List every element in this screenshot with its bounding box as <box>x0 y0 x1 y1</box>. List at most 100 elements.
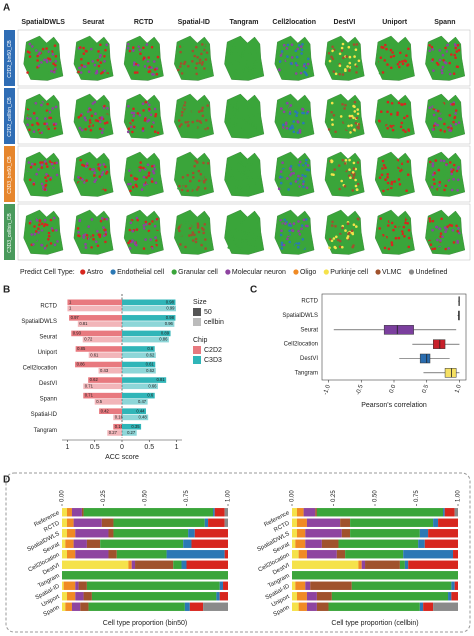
bar-segment <box>88 602 185 611</box>
panel-letter: C <box>250 285 257 296</box>
cell-dot <box>396 113 399 117</box>
cell-dot <box>85 50 88 53</box>
cell-dot <box>401 230 404 233</box>
cell-dot <box>349 71 353 75</box>
cell-dot <box>55 159 59 163</box>
cell-dot <box>279 181 283 185</box>
cell-dot <box>449 161 452 164</box>
cell-dot <box>154 236 157 239</box>
cell-dot <box>149 113 153 117</box>
cell-dot <box>386 186 389 189</box>
cell-dot <box>294 62 298 65</box>
cell-dot <box>28 128 31 132</box>
cell-dot <box>233 106 237 109</box>
cell-dot <box>330 55 333 59</box>
cell-dot <box>444 238 447 241</box>
cell-dot <box>153 224 157 228</box>
cell-dot <box>355 219 358 223</box>
cell-dot <box>84 174 88 177</box>
cell-dot <box>153 105 156 108</box>
cell-dot <box>82 183 85 187</box>
cell-dot <box>203 223 207 226</box>
cell-dot <box>390 221 394 225</box>
cell-dot <box>356 126 359 129</box>
cell-dot <box>137 164 140 167</box>
cell-dot <box>440 69 444 72</box>
cell-dot <box>233 237 237 241</box>
cell-dot <box>280 50 284 53</box>
cell-dot <box>48 221 52 224</box>
cell-dot <box>354 121 358 125</box>
cell-dot <box>335 63 339 67</box>
cell-dot <box>48 103 52 107</box>
cell-dot <box>142 109 145 112</box>
cell-dot <box>398 226 402 230</box>
cell-dot <box>38 238 42 242</box>
cell-dot <box>436 238 439 242</box>
cell-dot <box>33 232 37 236</box>
cell-dot <box>146 181 150 185</box>
cell-dot <box>438 227 442 230</box>
cell-dot <box>445 131 449 134</box>
cell-dot <box>151 220 154 223</box>
cell-dot <box>439 159 443 162</box>
cell-dot <box>344 158 348 162</box>
cell-dot <box>443 104 447 108</box>
cell-dot <box>436 123 439 127</box>
cell-dot <box>88 237 92 241</box>
cell-dot <box>179 65 182 68</box>
cell-dot <box>39 48 42 52</box>
cell-dot <box>306 52 310 55</box>
cell-dot <box>236 123 239 126</box>
cell-dot <box>93 58 96 61</box>
cell-dot <box>450 53 453 56</box>
cell-dot <box>43 188 47 191</box>
cell-dot <box>385 47 388 51</box>
cell-dot <box>280 243 284 247</box>
cell-dot <box>402 162 406 165</box>
cell-dot <box>288 112 292 115</box>
value-label: 0.93 <box>73 331 82 336</box>
cell-dot <box>147 56 150 59</box>
cell-dot <box>393 185 396 189</box>
bar-segment <box>108 529 114 538</box>
bar <box>122 299 176 306</box>
cell-dot <box>351 189 355 192</box>
cell-dot <box>349 161 353 164</box>
cell-dot <box>90 246 93 249</box>
cell-dot <box>457 227 460 230</box>
cell-dot <box>344 62 348 66</box>
cell-dot <box>231 127 234 131</box>
cell-dot <box>83 125 87 129</box>
cell-dot <box>302 246 305 250</box>
cell-dot <box>186 221 189 224</box>
cell-dot <box>452 241 456 244</box>
cell-dot <box>282 43 286 47</box>
cell-dot <box>399 125 403 129</box>
cell-dot <box>236 178 239 182</box>
cell-dot <box>85 59 89 63</box>
cell-dot <box>53 180 57 183</box>
x-axis-label: Cell type proportion (cellbin) <box>331 620 418 627</box>
cell-dot <box>102 163 106 166</box>
bar-segment <box>194 529 228 538</box>
cell-dot <box>382 164 386 167</box>
cell-dot <box>54 105 58 109</box>
cell-dot <box>407 165 410 169</box>
cell-dot <box>430 61 433 65</box>
cell-dot <box>232 130 236 134</box>
cell-dot <box>79 158 82 162</box>
cell-dot <box>306 164 310 167</box>
tissue <box>224 35 265 81</box>
cell-dot <box>381 224 385 227</box>
cell-dot <box>86 113 89 117</box>
cell-dot <box>346 65 349 68</box>
cell-dot <box>183 106 186 109</box>
cell-dot <box>390 243 394 247</box>
cell-dot <box>436 58 439 61</box>
cell-dot <box>327 226 331 229</box>
cell-dot <box>241 236 244 240</box>
cell-dot <box>389 124 392 128</box>
cell-dot <box>455 219 458 223</box>
